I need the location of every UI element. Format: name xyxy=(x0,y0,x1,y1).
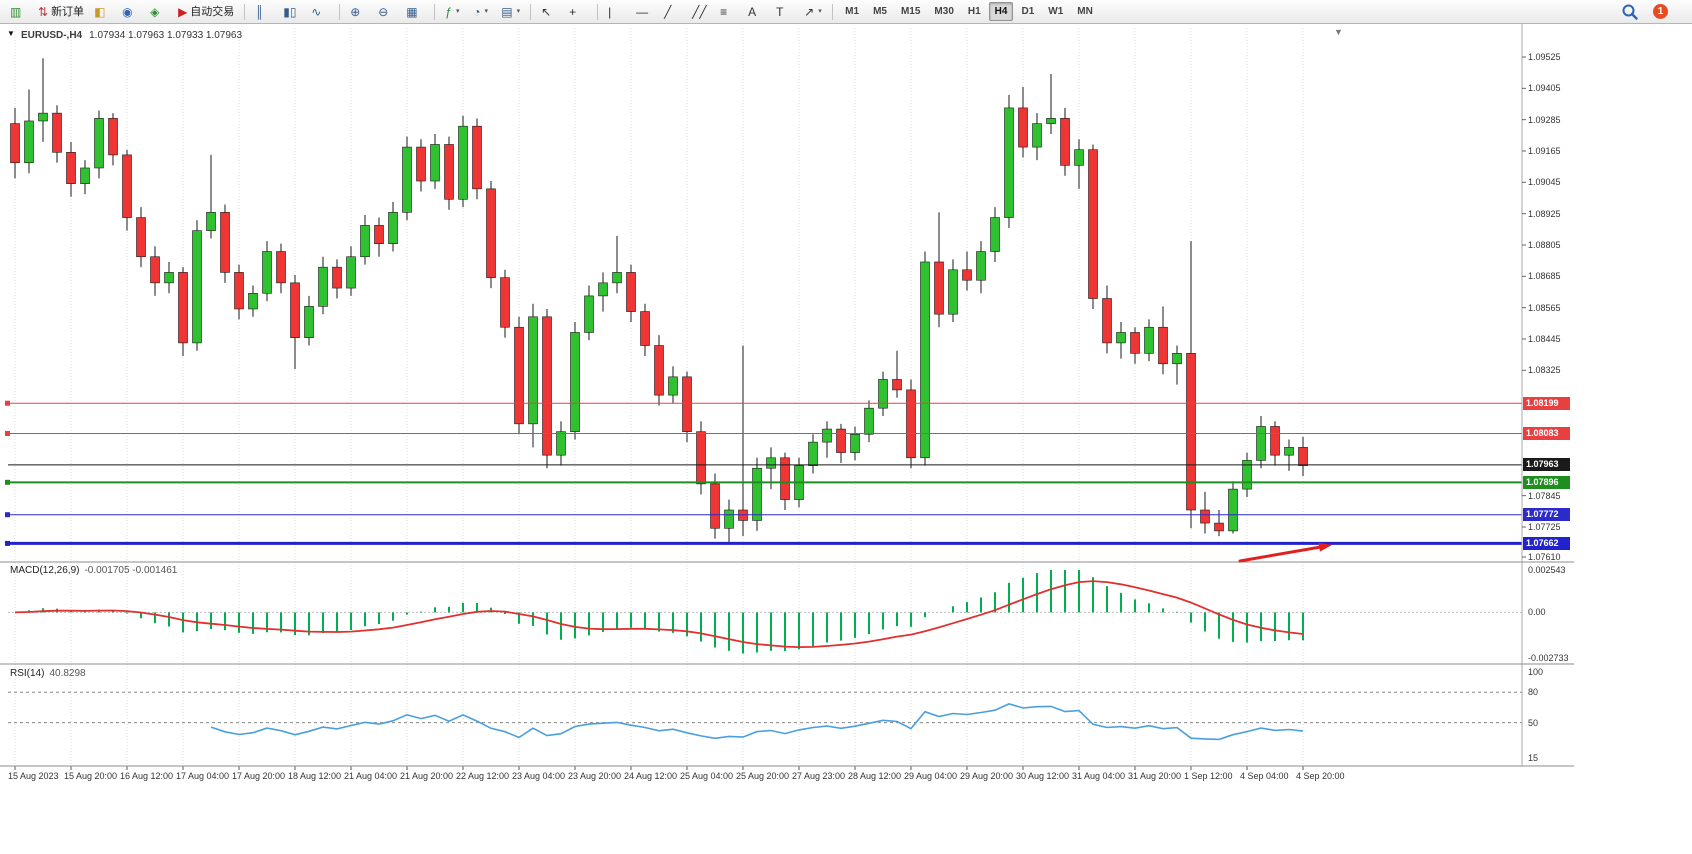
zoom-in-button[interactable]: ⊕ xyxy=(346,1,372,23)
periods-button[interactable]: ◔ ▾ xyxy=(469,1,495,23)
timeframe-mn[interactable]: MN xyxy=(1077,6,1093,17)
templates-icon: ▤ xyxy=(501,4,513,19)
macd-name: MACD(12,26,9) xyxy=(10,565,80,576)
chart-profiles-icon: ◧ xyxy=(94,4,106,19)
toolbar-separator xyxy=(530,3,532,20)
new-chart-button[interactable]: ▥ xyxy=(6,1,32,23)
channel-button[interactable]: ╱╱ xyxy=(688,1,714,23)
candlestick-button[interactable]: ▮▯ xyxy=(279,1,305,23)
notification-badge[interactable]: 1 xyxy=(1653,4,1668,19)
new-chart-icon: ▥ xyxy=(10,4,22,19)
toolbar-separator xyxy=(832,3,834,20)
macd-panel-label: MACD(12,26,9) -0.001705 -0.001461 xyxy=(10,565,177,576)
periods-icon: ◔ xyxy=(473,4,481,19)
templates-caret-icon: ▾ xyxy=(516,7,521,15)
chart-header: EURUSD-,H4 1.07934 1.07963 1.07933 1.0796… xyxy=(21,30,242,41)
text-button[interactable]: A xyxy=(744,1,770,23)
indicators-button[interactable]: ƒ ▾ xyxy=(441,1,467,23)
toolbar: ▥ ⇅ 新订单 ◧ ◉ ◈ ▶ 自动交易 ║ ▮▯ ∿ ⊕ ⊖ ▦ ƒ ▾ ◔ ▾ ▤ ▾ ↖ + | — ╱ ╱╱ ≡ A T ↗ ▾ M1… xyxy=(0,0,1692,24)
toolbar-separator xyxy=(597,3,599,20)
fibonacci-button[interactable]: ≡ xyxy=(716,1,742,23)
new-order-button-label: 新订单 xyxy=(51,5,85,18)
zoom-out-icon: ⊖ xyxy=(378,4,389,19)
bar-chart-button[interactable]: ║ xyxy=(251,1,277,23)
rsi-panel-label: RSI(14) 40.8298 xyxy=(10,668,86,679)
horizontal-line-button[interactable]: — xyxy=(632,1,658,23)
text-icon: A xyxy=(748,4,757,19)
toolbar-separator xyxy=(339,3,341,20)
new-order-button[interactable]: ⇅ 新订单 xyxy=(34,1,88,23)
shapes-icon: ↗ xyxy=(804,4,815,19)
indicators-caret-icon: ▾ xyxy=(455,7,460,15)
candlestick-icon: ▮▯ xyxy=(283,4,297,19)
macd-values: -0.001705 -0.001461 xyxy=(84,565,178,576)
templates-button[interactable]: ▤ ▾ xyxy=(497,1,524,23)
toolbar-separator xyxy=(434,3,436,20)
candlesticks xyxy=(10,58,1308,544)
autotrading-icon: ▶ xyxy=(178,4,188,19)
vertical-line-icon: | xyxy=(608,4,612,19)
market-watch-button[interactable]: ◉ xyxy=(118,1,144,23)
timeframe-m5[interactable]: M5 xyxy=(873,6,887,17)
chart-profiles-button[interactable]: ◧ xyxy=(90,1,116,23)
crosshair-button[interactable]: + xyxy=(565,1,591,23)
search-icon[interactable] xyxy=(1621,3,1639,21)
new-order-icon: ⇅ xyxy=(38,4,49,19)
timeframe-m30[interactable]: M30 xyxy=(934,6,954,17)
crosshair-icon: + xyxy=(569,4,577,19)
zoom-out-button[interactable]: ⊖ xyxy=(374,1,400,23)
rsi-indicator xyxy=(8,691,1522,741)
market-watch-icon: ◉ xyxy=(122,4,133,19)
timeframe-h1[interactable]: H1 xyxy=(967,6,981,17)
timeframe-m15[interactable]: M15 xyxy=(900,6,921,17)
rsi-name: RSI(14) xyxy=(10,668,45,679)
timeframe-d1[interactable]: D1 xyxy=(1021,6,1035,17)
fibonacci-icon: ≡ xyxy=(720,4,728,19)
label-icon: T xyxy=(776,4,784,19)
timeframe-w1[interactable]: W1 xyxy=(1048,6,1064,17)
bar-chart-icon: ║ xyxy=(255,4,264,19)
cursor-icon: ↖ xyxy=(541,4,552,19)
periods-caret-icon: ▾ xyxy=(484,7,489,15)
toolbar-separator xyxy=(244,3,246,20)
trend-arrow-annotation[interactable] xyxy=(1238,542,1332,563)
navigator-icon: ◈ xyxy=(150,4,160,19)
trendline-button[interactable]: ╱ xyxy=(660,1,686,23)
label-button[interactable]: T xyxy=(772,1,798,23)
tile-windows-button[interactable]: ▦ xyxy=(402,1,428,23)
zoom-in-icon: ⊕ xyxy=(350,4,361,19)
autotrading-button[interactable]: ▶ 自动交易 xyxy=(174,1,238,23)
vertical-line-button[interactable]: | xyxy=(604,1,630,23)
chart-shift-marker[interactable]: ▼ xyxy=(1334,27,1343,37)
horizontal-line-objects[interactable] xyxy=(5,400,1522,546)
line-chart-icon: ∿ xyxy=(311,4,322,19)
horizontal-line-icon: — xyxy=(636,4,649,19)
timeframe-m1[interactable]: M1 xyxy=(845,6,860,17)
cursor-button[interactable]: ↖ xyxy=(537,1,563,23)
channel-icon: ╱╱ xyxy=(692,4,707,19)
autotrading-button-label: 自动交易 xyxy=(190,5,235,18)
trendline-icon: ╱ xyxy=(664,4,672,19)
indicators-icon: ƒ xyxy=(445,4,452,19)
line-chart-button[interactable]: ∿ xyxy=(307,1,333,23)
ohlc-label: 1.07934 1.07963 1.07933 1.07963 xyxy=(89,30,243,41)
shapes-caret-icon: ▾ xyxy=(818,7,822,15)
symbol-label: EURUSD-,H4 xyxy=(21,30,83,41)
macd-indicator xyxy=(8,570,1522,654)
rsi-value: 40.8298 xyxy=(49,668,86,679)
chart-menu-caret[interactable]: ▼ xyxy=(7,29,15,38)
timeframe-h4[interactable]: H4 xyxy=(988,2,1014,21)
shapes-button[interactable]: ↗ ▾ xyxy=(800,1,826,23)
tile-windows-icon: ▦ xyxy=(406,4,418,19)
panel-borders xyxy=(0,24,1574,770)
navigator-button[interactable]: ◈ xyxy=(146,1,172,23)
